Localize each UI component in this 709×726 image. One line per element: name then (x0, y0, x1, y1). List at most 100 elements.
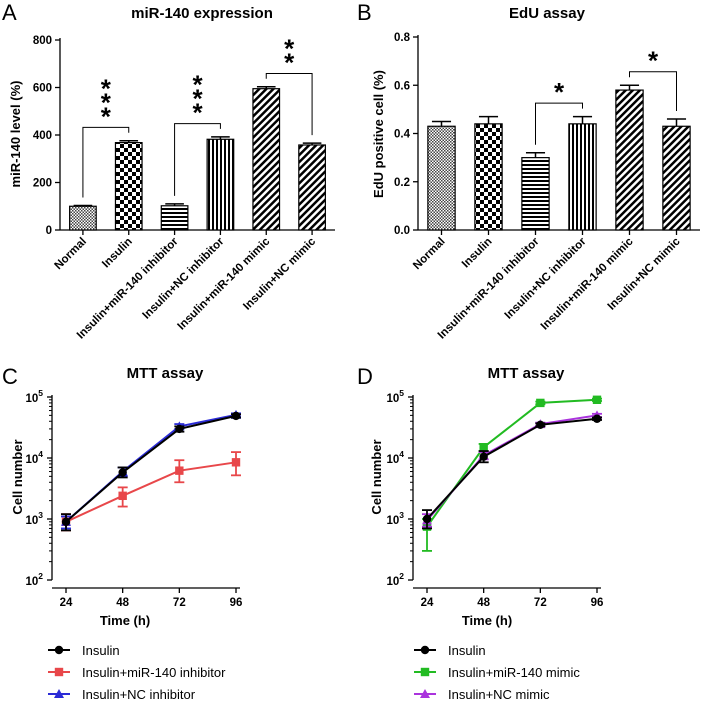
panel-b-ylabel: EdU positive cell (%) (371, 70, 386, 198)
b-bar (615, 89, 644, 231)
panel-letter-a: A (2, 0, 17, 25)
d-x-tick-label: 48 (477, 597, 490, 609)
panel-a: A miR-140 expression miR-140 level (%) 0… (2, 0, 335, 341)
panel-letter-d: D (357, 364, 373, 389)
d-marker-square (592, 395, 602, 404)
c-series-line (65, 461, 237, 523)
b-category-label: Normal (411, 236, 448, 273)
a-significance-star: * (192, 84, 203, 114)
c-legend-marker-square (54, 667, 64, 677)
b-y-tick-label: 0.8 (394, 32, 411, 44)
c-marker-circle (61, 517, 71, 526)
c-x-tick-label: 72 (173, 597, 186, 609)
c-legend-label: Insulin+miR-140 inhibitor (82, 665, 226, 680)
d-x-tick-label: 24 (421, 597, 434, 609)
c-x-tick-label: 96 (230, 597, 243, 609)
c-marker-square (231, 458, 241, 467)
panel-c: C MTT assay Cell number Time (h) 102 103 1… (2, 364, 242, 702)
a-category-label: Normal (53, 236, 90, 273)
b-category-label: Insulin (460, 236, 495, 271)
a-bar (298, 144, 326, 231)
d-marker-circle (592, 414, 602, 423)
a-significance-bracket (82, 126, 130, 198)
a-significance-star: * (101, 87, 112, 117)
a-y-tick-label: 400 (33, 130, 52, 142)
panel-c-plot: 102 103 104 105 24 48 72 96 (25, 388, 242, 609)
panel-d: D MTT assay Cell number Time (h) 102 103 1… (357, 364, 603, 702)
b-y-tick-label: 0.6 (394, 80, 410, 92)
panel-d-ylabel: Cell number (369, 439, 384, 514)
c-marker-square (118, 491, 127, 501)
a-y-tick-label: 0 (46, 225, 52, 237)
a-bar (114, 142, 143, 231)
a-category-label: Insulin+miR-140 mimic (176, 235, 273, 332)
panel-c-title: MTT assay (127, 365, 204, 382)
panel-a-title: miR-140 expression (131, 5, 273, 22)
c-marker-circle (118, 468, 127, 477)
b-y-tick-label: 0.2 (394, 177, 410, 189)
c-y-tick-label: 104 (25, 449, 43, 466)
panel-letter-c: C (2, 364, 18, 389)
a-y-tick-label: 200 (33, 178, 52, 190)
c-legend-marker-triangle (54, 689, 64, 698)
c-series-line (65, 414, 237, 523)
b-significance-star: * (554, 77, 565, 107)
d-legend-marker-triangle (420, 689, 430, 698)
a-significance-star: * (284, 33, 295, 63)
d-y-tick-label: 105 (386, 388, 404, 405)
d-legend-label: Insulin (448, 643, 486, 658)
d-series-line (426, 417, 598, 520)
d-y-tick-label: 102 (386, 571, 404, 588)
b-category-label: Insulin+miR-140 mimic (539, 235, 636, 332)
d-series-line (426, 414, 598, 522)
panel-c-legend: Insulin Insulin+miR-140 inhibitor Insulin+… (48, 643, 226, 702)
panel-c-ylabel: Cell number (10, 439, 25, 514)
b-bar (662, 125, 691, 231)
d-marker-circle (479, 452, 488, 461)
d-x-tick-label: 72 (534, 597, 547, 609)
panel-b: B EdU assay EdU positive cell (%) 0.0 0.2… (357, 0, 700, 341)
panel-d-xlabel: Time (h) (462, 613, 512, 628)
c-marker-circle (231, 411, 241, 421)
b-bar (568, 123, 597, 231)
b-y-tick-label: 0.0 (394, 225, 410, 237)
a-significance-star: * (101, 101, 112, 131)
a-category-label: Insulin+NC inhibitor (141, 235, 227, 321)
c-legend-label: Insulin (82, 643, 120, 658)
b-bar (521, 157, 550, 231)
a-bar (252, 88, 281, 231)
b-category-label: Insulin+NC inhibitor (503, 235, 589, 321)
a-bar (206, 138, 235, 231)
c-marker-circle (175, 424, 184, 434)
d-marker-circle (536, 420, 545, 430)
panel-b-title: EdU assay (509, 5, 586, 22)
a-bar (69, 205, 97, 231)
a-y-tick-label: 800 (33, 35, 52, 47)
panel-a-ylabel: miR-140 level (%) (8, 81, 23, 188)
a-bar (160, 205, 189, 231)
c-x-tick-label: 24 (60, 597, 73, 609)
c-legend-marker-circle (54, 645, 64, 655)
d-x-tick-label: 96 (591, 597, 604, 609)
c-x-tick-label: 48 (116, 597, 129, 609)
a-significance-star: * (192, 70, 203, 100)
b-y-tick-label: 0.4 (394, 129, 411, 141)
c-y-tick-label: 103 (25, 510, 43, 527)
b-significance-star: * (648, 46, 659, 76)
b-bar (474, 123, 503, 231)
a-significance-star: * (284, 47, 295, 77)
panel-d-legend: Insulin Insulin+miR-140 mimic Insulin+NC m… (414, 643, 580, 702)
d-marker-circle (422, 514, 432, 524)
c-legend-label: Insulin+NC inhibitor (82, 687, 196, 702)
a-significance-bracket (265, 72, 313, 136)
b-significance-bracket (629, 71, 677, 112)
b-significance-bracket (535, 102, 583, 145)
panel-b-plot: 0.0 0.2 0.4 0.6 0.8 Normal Insulin Insulin+miR-… (394, 32, 700, 341)
c-y-tick-label: 102 (25, 571, 43, 588)
d-legend-label: Insulin+miR-140 mimic (448, 665, 580, 680)
panel-d-title: MTT assay (488, 365, 565, 382)
d-y-tick-label: 103 (386, 510, 404, 527)
a-category-label: Insulin (100, 236, 135, 271)
panel-c-xlabel: Time (h) (100, 613, 150, 628)
d-y-tick-label: 104 (386, 449, 404, 466)
